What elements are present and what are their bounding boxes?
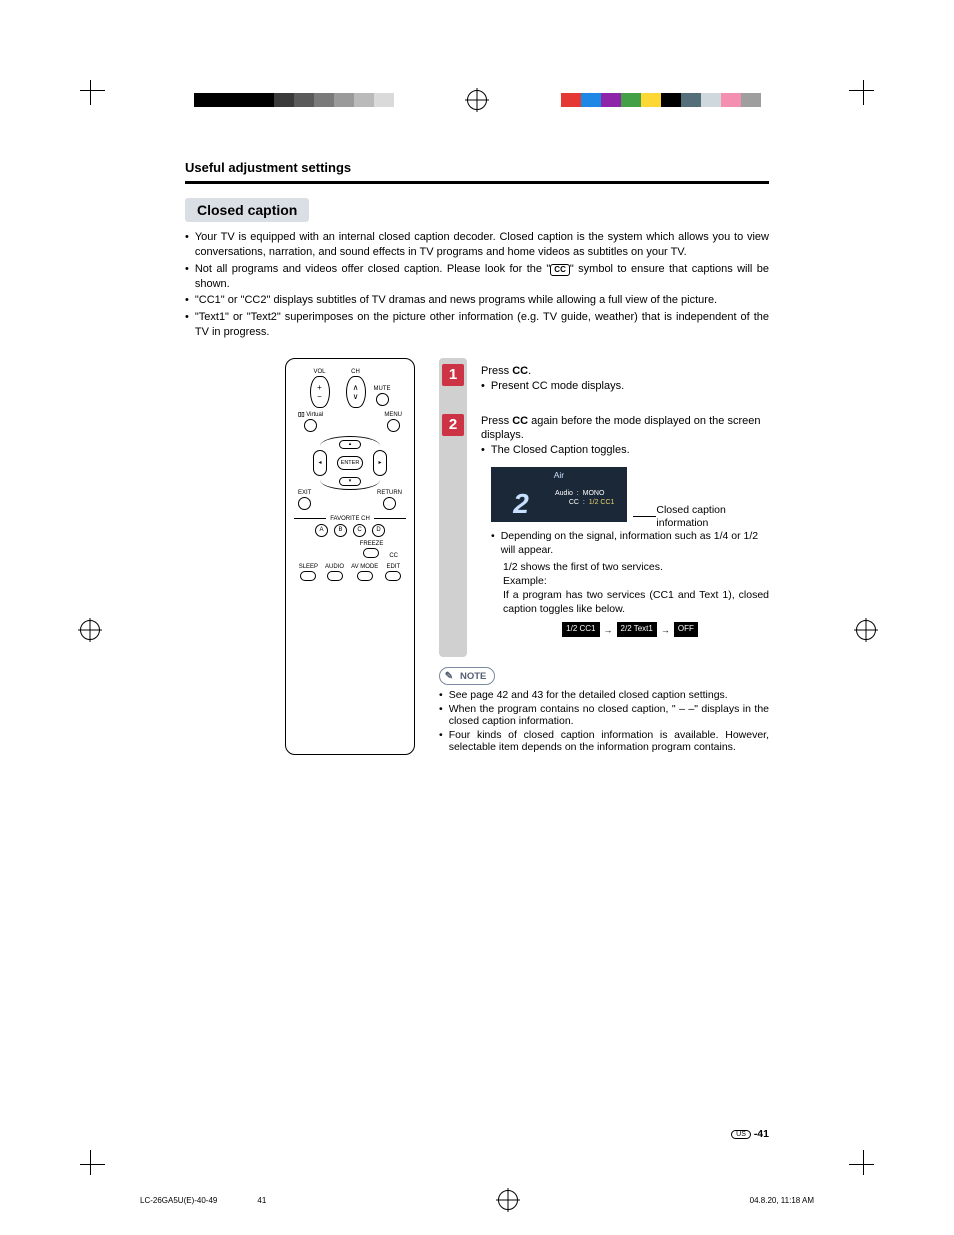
- step-2: 2 Press CC again before the mode display…: [439, 408, 769, 652]
- step-sub: The Closed Caption toggles.: [481, 443, 769, 458]
- intro-item: "Text1" or "Text2" superimposes on the p…: [185, 310, 769, 340]
- osd-channel-number: 2: [491, 485, 551, 523]
- step-instruction: Press CC again before the mode displayed…: [481, 414, 769, 444]
- print-registration-top: [0, 80, 954, 120]
- intro-item: "CC1" or "CC2" displays subtitles of TV …: [185, 293, 769, 308]
- intro-item: Not all programs and videos offer closed…: [185, 262, 769, 292]
- osd-title: Air: [491, 467, 627, 484]
- crop-mark: [80, 80, 120, 120]
- colorbar-right: [561, 93, 761, 107]
- crosshair-icon: [467, 90, 487, 110]
- step-instruction: Press CC.: [481, 364, 769, 379]
- step-details: Depending on the signal, information suc…: [481, 529, 769, 616]
- step-1: 1 Press CC. Present CC mode displays.: [439, 358, 769, 408]
- remote-illustration-column: VOL +− CH ∧∨ MUTE ▯▯ Virtual MENU ◂: [185, 358, 415, 755]
- dpad: ◂ ▸ ENTER ▴ ▾: [315, 438, 385, 488]
- callout-label: Closed caption information: [656, 504, 769, 529]
- osd-info: Audio : MONO CC : 1/2 CC1: [551, 485, 618, 523]
- section-title: Closed caption: [185, 198, 309, 222]
- crop-mark: [834, 1135, 874, 1175]
- osd-screenshot: Air 2 Audio : MONO CC : 1/2 CC1: [491, 467, 627, 522]
- footer-page: 41: [257, 1196, 266, 1205]
- note-icon: ✎: [442, 669, 456, 683]
- note-item: When the program contains no closed capt…: [439, 703, 769, 727]
- colorbar-left: [194, 93, 394, 107]
- crop-mark: [80, 1135, 120, 1175]
- footer-timestamp: 04.8.20, 11:18 AM: [750, 1196, 814, 1205]
- print-registration-bottom: [0, 1135, 954, 1175]
- intro-item: Your TV is equipped with an internal clo…: [185, 230, 769, 260]
- callout-line: [633, 516, 657, 517]
- note-badge: ✎ NOTE: [439, 667, 495, 685]
- toggle-sequence: 1/2 CC1 → 2/2 Text1 → OFF: [491, 622, 769, 637]
- page-header: Useful adjustment settings: [185, 160, 769, 175]
- header-rule: [185, 181, 769, 184]
- intro-list: Your TV is equipped with an internal clo…: [185, 230, 769, 340]
- crosshair-icon: [856, 620, 876, 640]
- note-item: See page 42 and 43 for the detailed clos…: [439, 689, 769, 701]
- steps-column: 1 Press CC. Present CC mode displays. 2 …: [439, 358, 769, 755]
- crosshair-icon: [498, 1190, 518, 1210]
- note-item: Four kinds of closed caption information…: [439, 729, 769, 753]
- remote-control-diagram: VOL +− CH ∧∨ MUTE ▯▯ Virtual MENU ◂: [285, 358, 415, 755]
- note-list: See page 42 and 43 for the detailed clos…: [439, 689, 769, 753]
- step-number: 1: [442, 364, 464, 386]
- footer-file: LC-26GA5U(E)-40-49: [140, 1196, 217, 1205]
- page-content: Useful adjustment settings Closed captio…: [185, 160, 769, 755]
- cc-symbol-icon: CC: [550, 264, 570, 276]
- step-band-end: [439, 651, 467, 657]
- step-number: 2: [442, 414, 464, 436]
- print-footer: LC-26GA5U(E)-40-49 41 04.8.20, 11:18 AM: [140, 1190, 814, 1210]
- crop-mark: [834, 80, 874, 120]
- step-sub: Present CC mode displays.: [481, 379, 769, 394]
- crosshair-icon: [80, 620, 100, 640]
